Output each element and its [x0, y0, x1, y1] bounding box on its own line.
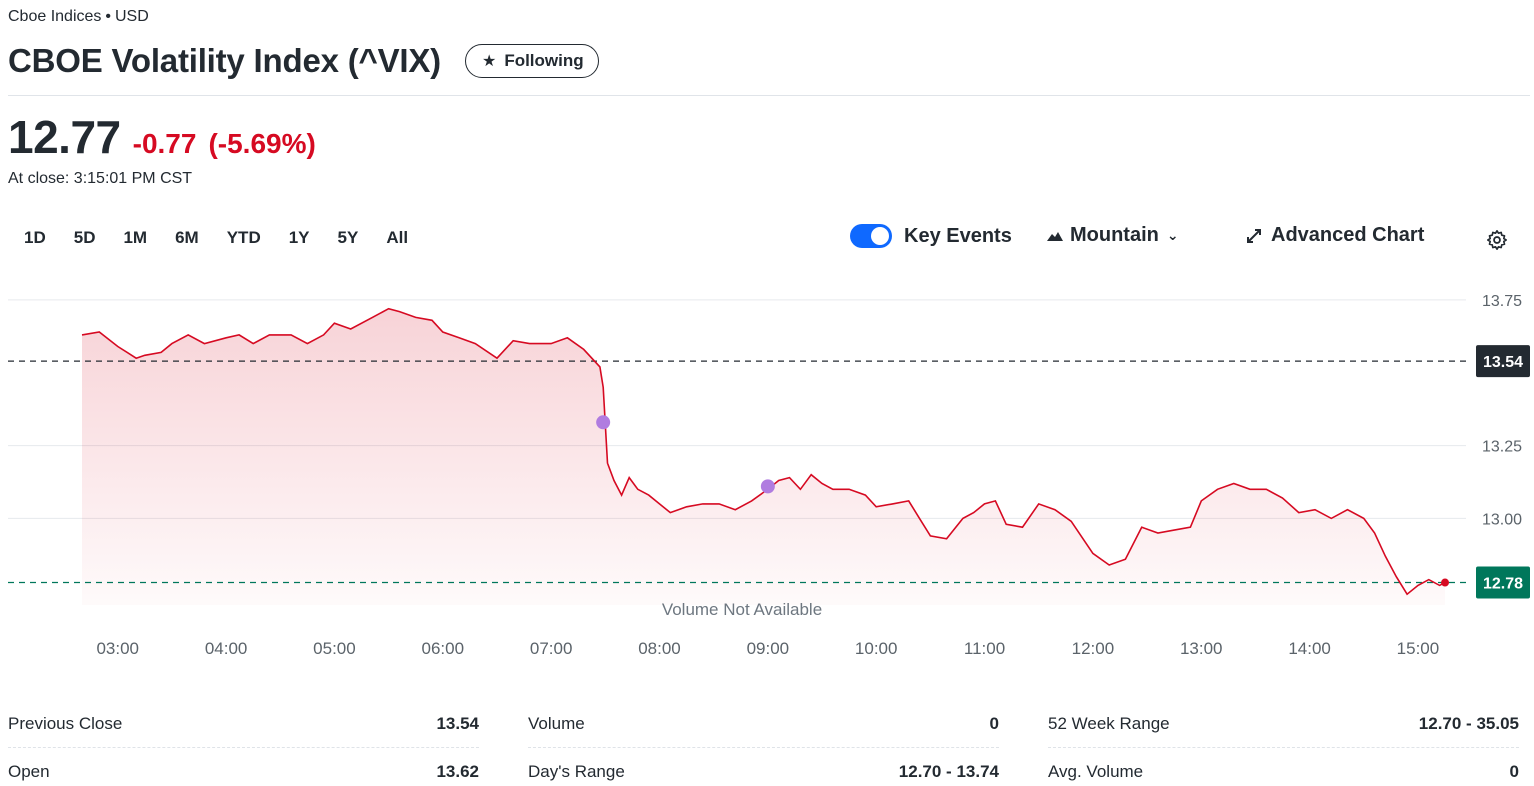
stat-value: 0	[989, 713, 999, 733]
title-row: CBOE Volatility Index (^VIX) ★ Following	[8, 42, 599, 80]
toggle-knob	[871, 227, 889, 245]
range-1d[interactable]: 1D	[24, 228, 46, 247]
previous-close-tag-box	[1476, 345, 1530, 378]
key-event-markers	[596, 415, 775, 494]
stat-value: 12.70 - 13.74	[898, 762, 999, 781]
stats-column-3: 52 Week Range 12.70 - 35.05 Avg. Volume 0	[1048, 700, 1519, 786]
x-tick-label: 12:00	[1072, 639, 1115, 658]
star-icon: ★	[481, 53, 497, 70]
y-tick-label: 13.25	[1482, 439, 1522, 456]
stat-label: Open	[8, 762, 50, 781]
close-time: At close: 3:15:01 PM CST	[8, 170, 193, 187]
stat-row: Day's Range 12.70 - 13.74	[528, 748, 999, 786]
toggle-switch[interactable]	[850, 224, 892, 248]
stat-value: 13.62	[436, 762, 479, 781]
x-tick-label: 06:00	[422, 639, 465, 658]
exchange-name: Cboe Indices	[8, 8, 102, 25]
stat-label: 52 Week Range	[1048, 713, 1170, 733]
range-all[interactable]: All	[386, 228, 409, 247]
key-event-marker[interactable]	[760, 479, 775, 494]
y-axis-labels: 13.75 13.25 13.00	[1482, 293, 1522, 529]
stat-row: 52 Week Range 12.70 - 35.05	[1048, 700, 1519, 748]
last-price-tag-text: 12.78	[1483, 576, 1523, 593]
advanced-chart-button[interactable]: Advanced Chart	[1245, 224, 1424, 247]
x-tick-label: 14:00	[1288, 639, 1331, 658]
price-line	[81, 307, 1446, 596]
key-events-toggle[interactable]: Key Events	[850, 224, 1012, 248]
x-tick-label: 08:00	[638, 639, 681, 658]
quote-row: 12.77 -0.77 (-5.69%)	[8, 110, 316, 164]
range-ytd[interactable]: YTD	[226, 228, 261, 247]
x-tick-label: 13:00	[1180, 639, 1223, 658]
range-5y[interactable]: 5Y	[337, 228, 359, 247]
x-tick-label: 07:00	[530, 639, 573, 658]
current-price: 12.77	[8, 111, 121, 163]
stat-value: 12.70 - 35.05	[1418, 713, 1519, 733]
following-label: Following	[504, 51, 584, 70]
range-1m[interactable]: 1M	[123, 228, 148, 247]
range-selector: 1D 5D 1M 6M YTD 1Y 5Y All	[10, 222, 422, 254]
stats-column-1: Previous Close 13.54 Open 13.62	[8, 700, 479, 786]
y-tick-label: 13.00	[1482, 511, 1522, 528]
key-events-label: Key Events	[904, 224, 1012, 247]
stat-label: Previous Close	[8, 713, 123, 733]
stat-row: Avg. Volume 0	[1048, 748, 1519, 786]
range-5d[interactable]: 5D	[73, 228, 96, 247]
header-divider	[8, 95, 1530, 96]
stat-row: Previous Close 13.54	[8, 700, 479, 748]
x-axis-labels: 03:00 04:00 05:00 06:00 07:00 08:00 09:00 10:00…	[96, 639, 1439, 658]
price-change: -0.77	[132, 128, 197, 159]
range-1y[interactable]: 1Y	[288, 228, 310, 247]
separator-dot: •	[105, 8, 111, 25]
stat-value: 0	[1509, 762, 1519, 781]
price-area	[82, 308, 1445, 605]
stat-row: Open 13.62	[8, 748, 479, 786]
page-title: CBOE Volatility Index (^VIX)	[8, 42, 441, 79]
x-tick-label: 11:00	[964, 639, 1005, 658]
x-tick-label: 15:00	[1397, 639, 1440, 658]
advanced-chart-label: Advanced Chart	[1271, 224, 1425, 246]
stats-column-2: Volume 0 Day's Range 12.70 - 13.74	[528, 700, 999, 786]
currency: USD	[115, 8, 149, 25]
chart-type-dropdown[interactable]: Mountain ⌄	[1046, 224, 1179, 247]
chart-type-label: Mountain	[1070, 224, 1159, 246]
key-event-marker[interactable]	[596, 415, 611, 430]
stat-label: Day's Range	[528, 762, 625, 781]
x-tick-label: 10:00	[855, 639, 898, 658]
exchange-info: Cboe Indices • USD	[8, 8, 149, 26]
price-chart[interactable]: 13.75 13.25 13.00 03:00 04:00 05:00 06:00 07:0…	[0, 280, 1534, 670]
stat-label: Avg. Volume	[1048, 762, 1144, 781]
previous-close-tag: 13.54	[1476, 345, 1530, 378]
stat-label: Volume	[528, 713, 585, 733]
last-price-tag: 12.78	[1476, 566, 1530, 599]
chevron-down-icon: ⌄	[1166, 227, 1179, 243]
range-6m[interactable]: 6M	[175, 228, 199, 247]
following-button[interactable]: ★ Following	[464, 44, 599, 78]
x-tick-label: 03:00	[96, 639, 139, 658]
stat-row: Volume 0	[528, 700, 999, 748]
mountain-icon	[1047, 231, 1063, 241]
volume-not-available: Volume Not Available	[661, 600, 823, 619]
x-tick-label: 05:00	[313, 639, 356, 658]
x-tick-label: 04:00	[205, 639, 248, 658]
expand-icon	[1247, 228, 1261, 243]
y-tick-label: 13.75	[1482, 293, 1522, 310]
x-tick-label: 09:00	[747, 639, 790, 658]
gear-icon	[1487, 230, 1507, 250]
settings-button[interactable]	[1486, 229, 1508, 251]
stat-value: 13.54	[436, 713, 479, 733]
last-price-tag-box	[1476, 566, 1530, 599]
price-change-percent: (-5.69%)	[208, 128, 316, 159]
last-price-dot	[1441, 578, 1450, 587]
previous-close-tag-text: 13.54	[1483, 354, 1523, 371]
